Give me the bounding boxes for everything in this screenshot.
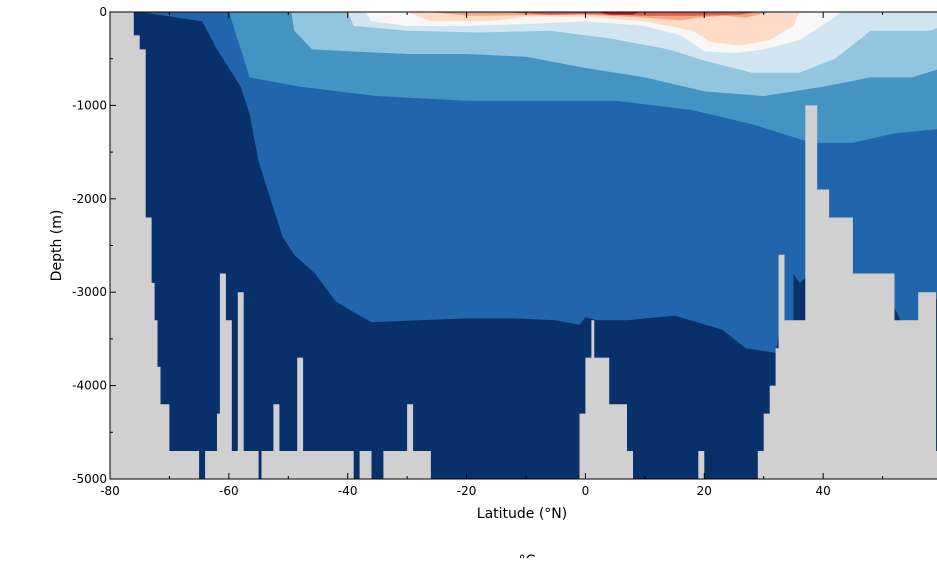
y-axis-label: Depth (m) bbox=[49, 210, 65, 282]
x-tick-label: -80 bbox=[100, 484, 120, 498]
y-axis: 0 -1000 -2000 -3000 -4000 -5000 bbox=[72, 5, 116, 486]
y-tick-label: -3000 bbox=[72, 285, 107, 299]
colorbar-unit-label: °C bbox=[519, 553, 536, 558]
x-tick-label: 40 bbox=[816, 484, 831, 498]
x-tick-label: 20 bbox=[697, 484, 712, 498]
field-level-10 bbox=[597, 12, 639, 15]
x-axis: -80-60-40-20020406 bbox=[100, 12, 884, 498]
x-tick-label: -40 bbox=[338, 484, 358, 498]
y-tick-label: 0 bbox=[99, 5, 107, 19]
x-tick-label: 0 bbox=[582, 484, 590, 498]
y-tick-label: -4000 bbox=[72, 379, 107, 393]
field-level-7 bbox=[407, 12, 800, 46]
x-tick-label: -60 bbox=[219, 484, 239, 498]
x-axis-label: Latitude (°N) bbox=[477, 506, 567, 522]
plot-area bbox=[110, 12, 937, 479]
y-tick-label: -5000 bbox=[72, 472, 107, 486]
y-tick-label: -2000 bbox=[72, 192, 107, 206]
y-tick-label: -1000 bbox=[72, 98, 107, 112]
x-tick-label: -20 bbox=[457, 484, 477, 498]
seafloor-bathymetry bbox=[110, 12, 937, 479]
